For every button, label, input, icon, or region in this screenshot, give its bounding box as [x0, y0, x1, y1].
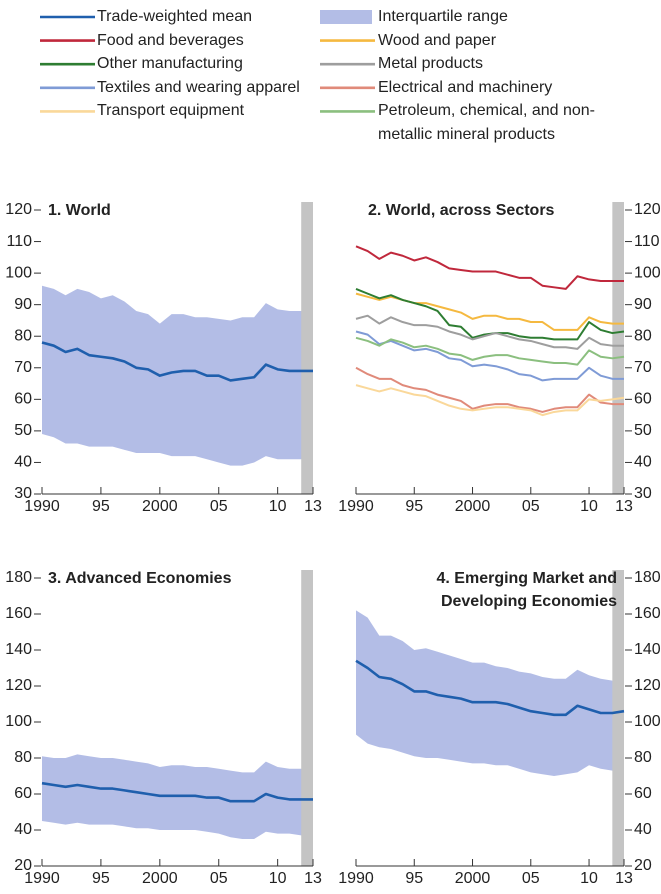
x-tick-label: 13 [304, 498, 322, 515]
series-line [355, 366, 624, 413]
x-tick-label: 2000 [455, 498, 491, 515]
series-line [355, 330, 624, 382]
y-tick-label: 160 [634, 605, 661, 622]
y-tick-label: 100 [634, 264, 661, 281]
panel-title: 2. World, across Sectors [368, 202, 555, 219]
legend-label: Wood and paper [378, 31, 497, 49]
y-tick-label: 40 [14, 821, 32, 838]
y-tick-label: 120 [634, 677, 661, 694]
y-tick-label: 80 [14, 327, 32, 344]
x-tick-label: 10 [269, 870, 287, 887]
projection-shade [612, 202, 624, 494]
legend-label: Other manufacturing [97, 55, 243, 73]
panel-title: 4. Emerging Market and Developing Econom… [436, 570, 618, 610]
projection-shade [612, 570, 624, 866]
legend-label: Food and beverages [97, 31, 244, 49]
x-tick-label: 95 [92, 870, 110, 887]
y-tick-label: 60 [14, 391, 32, 408]
y-tick-label: 180 [5, 569, 32, 586]
y-tick-label: 100 [5, 713, 32, 730]
x-tick-label: 2000 [142, 498, 178, 515]
x-tick-label: 13 [615, 870, 633, 887]
x-tick-label: 10 [269, 498, 287, 515]
y-tick-label: 20 [634, 857, 652, 874]
series-line [355, 292, 624, 331]
x-tick-label: 13 [304, 870, 322, 887]
y-tick-label: 60 [634, 391, 652, 408]
x-tick-label: 13 [615, 498, 633, 515]
x-tick-label: 95 [405, 498, 423, 515]
series-line [355, 384, 625, 417]
y-tick-label: 20 [14, 857, 32, 874]
series-line [355, 659, 625, 717]
y-tick-label: 80 [634, 749, 652, 766]
y-tick-label: 30 [634, 485, 652, 502]
legend-label: Transport equipment [97, 102, 245, 120]
series-line [355, 336, 625, 366]
x-tick-label: 95 [92, 498, 110, 515]
legend-label: Metal products [378, 55, 483, 73]
y-tick-label: 160 [5, 605, 32, 622]
y-tick-label: 120 [634, 201, 661, 218]
y-tick-label: 60 [634, 785, 652, 802]
y-tick-label: 70 [634, 359, 652, 376]
x-tick-label: 1990 [24, 870, 60, 887]
y-tick-label: 100 [5, 264, 32, 281]
panel-title: 1. World [48, 202, 111, 219]
x-tick-label: 05 [522, 870, 540, 887]
projection-shade [301, 570, 313, 866]
x-tick-label: 05 [210, 498, 228, 515]
series-line [355, 314, 624, 350]
y-tick-label: 80 [634, 327, 652, 344]
legend-label: Trade-weighted mean [97, 8, 253, 25]
y-tick-label: 40 [14, 454, 32, 471]
y-tick-label: 90 [634, 296, 652, 313]
series-line [41, 341, 313, 382]
y-tick-label: 110 [634, 233, 660, 250]
y-tick-label: 70 [14, 359, 32, 376]
panel-title: 3. Advanced Economies [48, 570, 232, 587]
x-tick-label: 05 [522, 498, 540, 515]
projection-shade [301, 202, 313, 494]
legend-label: Interquartile range [378, 8, 508, 25]
y-tick-label: 40 [634, 821, 652, 838]
x-tick-label: 1990 [338, 870, 374, 887]
y-tick-label: 90 [14, 296, 32, 313]
y-tick-label: 110 [6, 233, 32, 250]
legend-label: Textiles and wearing apparel [97, 78, 300, 96]
series-line [355, 287, 625, 341]
x-tick-label: 95 [405, 870, 423, 887]
y-tick-label: 180 [634, 569, 661, 586]
interquartile-band [356, 610, 624, 776]
x-tick-label: 1990 [24, 498, 60, 515]
y-tick-label: 100 [634, 713, 661, 730]
series-line [41, 781, 313, 803]
y-tick-label: 40 [634, 454, 652, 471]
y-tick-label: 30 [14, 485, 32, 502]
y-tick-label: 140 [634, 641, 661, 658]
x-tick-label: 10 [580, 870, 598, 887]
x-tick-label: 1990 [338, 498, 374, 515]
legend-label: Electrical and machinery [378, 78, 553, 96]
y-tick-label: 60 [14, 785, 32, 802]
series-line [355, 245, 624, 290]
y-tick-label: 120 [5, 677, 32, 694]
y-tick-label: 50 [634, 422, 652, 439]
x-tick-label: 2000 [455, 870, 491, 887]
y-tick-label: 140 [5, 641, 32, 658]
legend-label: Petroleum, chemical, and non-metallic mi… [378, 102, 595, 144]
x-tick-label: 05 [210, 870, 228, 887]
y-tick-label: 50 [14, 422, 32, 439]
interquartile-band [42, 285, 313, 466]
legend-swatch [320, 10, 372, 24]
x-tick-label: 2000 [142, 870, 178, 887]
x-tick-label: 10 [580, 498, 598, 515]
y-tick-label: 120 [5, 201, 32, 218]
y-tick-label: 80 [14, 749, 32, 766]
